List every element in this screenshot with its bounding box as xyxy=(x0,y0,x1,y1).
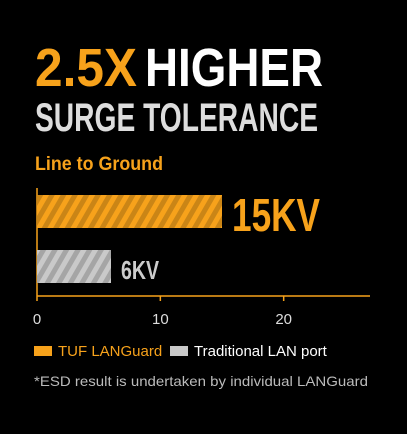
chart-label: Line to Ground xyxy=(35,154,163,175)
chart-subtitle: SURGE TOLERANCE xyxy=(35,96,318,140)
legend-label: Traditional LAN port xyxy=(194,343,328,360)
value-label: 6KV xyxy=(121,255,159,285)
legend-swatch xyxy=(34,346,52,356)
x-tick-label: 10 xyxy=(152,311,169,328)
footnote: *ESD result is undertaken by individual … xyxy=(34,373,368,389)
legend-label: TUF LANGuard xyxy=(58,343,162,360)
chart-title: HIGHER xyxy=(145,38,323,98)
x-tick-label: 20 xyxy=(275,311,292,328)
x-tick-label: 0 xyxy=(33,311,41,328)
value-label: 15KV xyxy=(232,189,320,241)
bar-hatch xyxy=(37,250,111,283)
bar-hatch xyxy=(37,195,222,228)
legend-swatch xyxy=(170,346,188,356)
title-accent: 2.5X xyxy=(35,38,137,98)
